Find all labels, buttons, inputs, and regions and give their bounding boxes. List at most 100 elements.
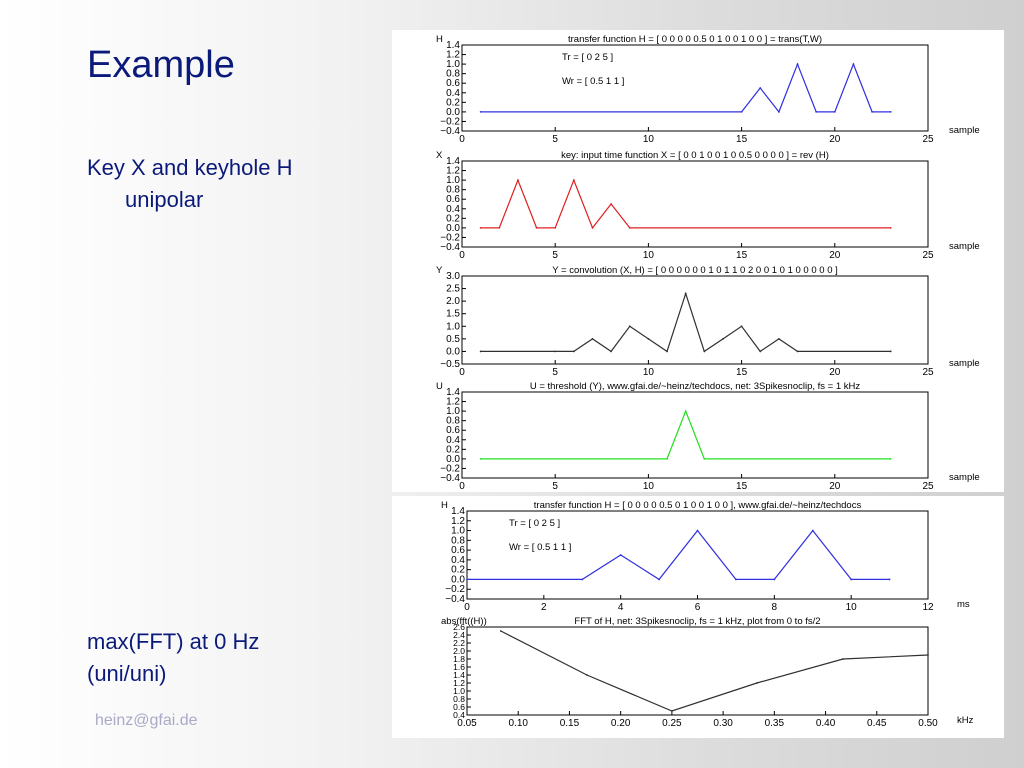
x-tick-label: 25 [922,481,934,492]
plot-3: −0.5 0.00.5 1.01.5 2.02.5 3.0 0 5 10 15 20 25 Y Y = … [436,265,980,378]
plot-title: Y = convolution (X, H) = [ 0 0 0 0 0 0 1… [552,265,838,276]
y-tick-label: −0.2 [440,463,460,474]
plot-1: −0.4−0.20.00.20.40.60.81.01.21.4 0 5 10 15 20… [436,34,980,145]
y-tick-label: 1.0 [446,321,460,332]
data-point [889,457,892,460]
y-tick-label: 1.6 [453,662,465,672]
x-axis-label: ms [957,599,970,610]
y-tick-label: 1.2 [446,166,460,177]
x-tick-label: 10 [643,481,655,492]
y-tick-label: 1.2 [446,397,460,408]
series-line [480,291,891,353]
data-point [647,337,650,340]
plot-annotation: Tr = [ 0 2 5 ] [562,52,613,63]
y-tick-label: 0.8 [446,69,460,80]
bullet-line: max(FFT) at 0 Hz [87,629,260,654]
plot-title: transfer function H = [ 0 0 0 0 0.5 0 1 … [568,34,822,45]
y-tick-label: −0.4 [440,242,460,253]
x-tick-label: 5 [552,134,558,145]
data-point [796,63,799,66]
y-tick-label: 1.0 [446,175,460,186]
x-tick-label: 25 [922,134,934,145]
x-tick-label: 5 [552,367,558,378]
data-point [703,350,706,353]
data-point [498,226,501,229]
data-point [759,87,762,89]
data-point [466,578,468,581]
data-point [479,457,482,460]
x-tick-label: 0.05 [457,718,477,729]
y-tick-label: −0.5 [440,359,460,370]
plot-2: −0.4−0.20.00.20.40.60.81.01.21.4 0 5 10 15 20… [436,150,980,261]
x-tick-label: 20 [829,250,841,261]
x-tick-label: 25 [922,250,934,261]
x-tick-label: 15 [736,134,748,145]
data-point [535,226,538,229]
y-tick-label: 0.0 [446,107,460,118]
plot-title: transfer function H = [ 0 0 0 0 0.5 0 1 … [534,500,862,511]
y-tick-label: 1.4 [453,670,465,680]
data-point [499,630,502,632]
data-point [479,110,482,113]
plot-6: 0.40.60.81.01.21.41.61.82.02.22.42.6 0.05… [441,616,974,729]
y-tick-label: 0.6 [451,545,465,556]
data-point [815,110,818,113]
data-point [666,350,668,353]
data-point [666,457,668,460]
plot-4: −0.4−0.20.00.20.40.60.81.01.21.4 0 5 10 15 20… [436,381,980,492]
bullet-fft: max(FFT) at 0 Hz (uni/uni) [87,626,259,690]
x-tick-label: 0 [459,367,465,378]
y-tick-label: −0.2 [440,116,460,127]
y-axis-label: Y [436,265,443,276]
y-tick-label: 1.2 [453,678,465,688]
y-tick-label: 1.0 [446,59,460,70]
x-tick-label: 8 [772,602,778,613]
y-tick-label: 2.0 [446,296,460,307]
y-tick-label: 1.4 [451,506,465,517]
x-tick-label: 15 [736,250,748,261]
plot-annotation: Tr = [ 0 2 5 ] [509,518,560,529]
data-point [777,337,780,340]
plot-annotation: Wr = [ 0.5 1 1 ] [509,542,571,553]
data-point [610,350,613,353]
y-tick-label: −0.4 [440,126,460,137]
plot-frame [461,44,929,132]
x-tick-label: 0.35 [765,718,785,729]
data-point [850,578,853,581]
x-tick-label: 20 [829,367,841,378]
y-tick-label: −0.4 [440,473,460,484]
x-tick-label: 0.40 [816,718,836,729]
x-tick-label: 0.10 [508,718,528,729]
series-line [480,409,891,460]
series-line [500,630,929,712]
y-tick-label: 0.2 [446,97,460,108]
y-tick-label: −0.4 [445,594,465,605]
series-line [480,178,891,230]
data-point [889,350,892,353]
data-point [581,578,584,581]
y-tick-label: 1.5 [446,309,460,320]
data-point [703,457,706,460]
y-tick-label: 0.2 [446,213,460,224]
x-tick-label: 0 [459,250,465,261]
plot-title: FFT of H, net: 3Spikesnoclip, fs = 1 kHz… [574,616,820,627]
y-tick-label: 1.0 [453,686,465,696]
data-point [610,203,613,205]
data-point [740,325,743,328]
data-point [842,658,844,660]
x-tick-label: 0.25 [662,718,682,729]
y-tick-label: −0.2 [445,584,465,595]
y-axis-label: X [436,150,443,161]
x-tick-label: 0.15 [560,718,580,729]
data-point [889,110,892,113]
y-tick-label: 0.0 [446,223,460,234]
data-point [479,226,482,229]
data-point [777,110,780,113]
plot-5: −0.4−0.20.00.20.40.60.81.01.21.4 0 2 4 6 8 10 1… [441,500,970,613]
x-tick-label: 0 [459,481,465,492]
y-tick-label: 0.4 [446,204,460,215]
y-tick-label: 0.8 [446,185,460,196]
y-tick-label: 0.6 [446,194,460,205]
plot-frame [461,275,929,365]
data-point [833,110,836,113]
